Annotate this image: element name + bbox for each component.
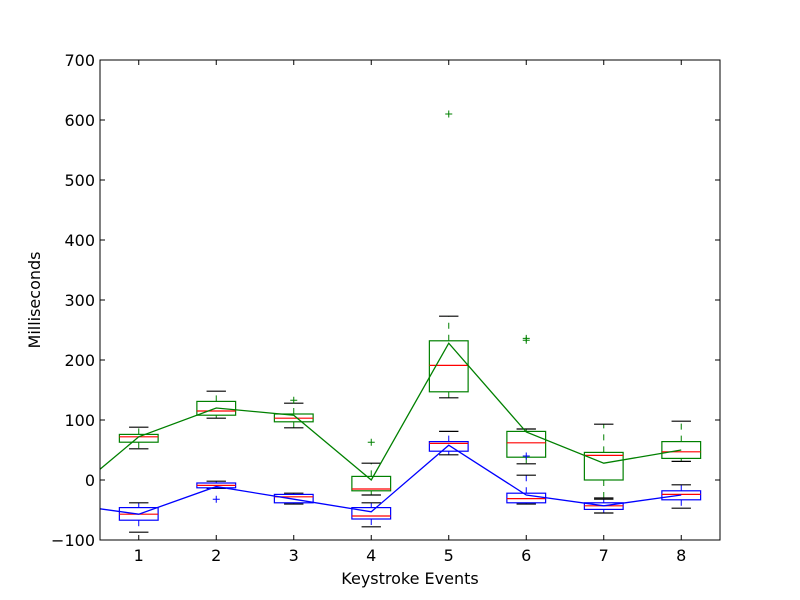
y-tick-label: −100 <box>51 531 95 550</box>
flier-marker <box>522 452 530 460</box>
box-rect <box>661 441 702 460</box>
box-rect <box>273 493 314 504</box>
y-tick-label: 400 <box>64 231 95 250</box>
series-2 <box>100 430 702 533</box>
x-tick-label: 2 <box>211 546 221 565</box>
plot-area <box>100 110 702 533</box>
box-4 <box>351 502 392 528</box>
y-axis-label: Milliseconds <box>25 252 44 349</box>
series-line <box>100 342 682 481</box>
axes: 1 2 3 4 5 6 7 8 −100 0 100 200 300 400 500 600 700 <box>51 51 721 565</box>
x-tick-label: 3 <box>289 546 299 565</box>
x-tick-label: 1 <box>134 546 144 565</box>
y-tick-label: 500 <box>64 171 95 190</box>
box-8 <box>661 484 702 509</box>
box-rect <box>583 451 624 481</box>
y-tick-label: 0 <box>85 471 95 490</box>
box-rect <box>351 507 392 520</box>
box-7 <box>583 498 624 514</box>
x-tick-label: 5 <box>444 546 454 565</box>
box-3 <box>273 396 314 429</box>
box-2 <box>196 390 237 419</box>
box-rect <box>661 490 702 501</box>
flier-marker <box>212 495 220 503</box>
flier-marker <box>522 334 530 342</box>
y-tick-label: 600 <box>64 111 95 130</box>
y-tick-label: 100 <box>64 411 95 430</box>
box-4 <box>351 438 392 496</box>
plot-content <box>100 110 702 533</box>
y-tick-label: 200 <box>64 351 95 370</box>
y-tick-label: 300 <box>64 291 95 310</box>
box-rect <box>196 400 237 416</box>
box-7 <box>583 423 624 499</box>
x-axis-label: Keystroke Events <box>341 569 478 588</box>
flier-marker <box>290 396 298 404</box>
series-line <box>100 444 682 515</box>
x-tick-label: 4 <box>366 546 376 565</box>
box-rect <box>118 433 159 443</box>
box-rect <box>351 475 392 492</box>
x-tick-label: 7 <box>599 546 609 565</box>
y-tick-label: 700 <box>64 51 95 70</box>
x-tick-label: 6 <box>521 546 531 565</box>
box-rect <box>428 441 469 452</box>
box-5 <box>428 430 469 456</box>
flier-marker <box>367 438 375 446</box>
series-1 <box>100 110 702 499</box>
x-tick-label: 8 <box>676 546 686 565</box>
flier-marker <box>445 110 453 118</box>
